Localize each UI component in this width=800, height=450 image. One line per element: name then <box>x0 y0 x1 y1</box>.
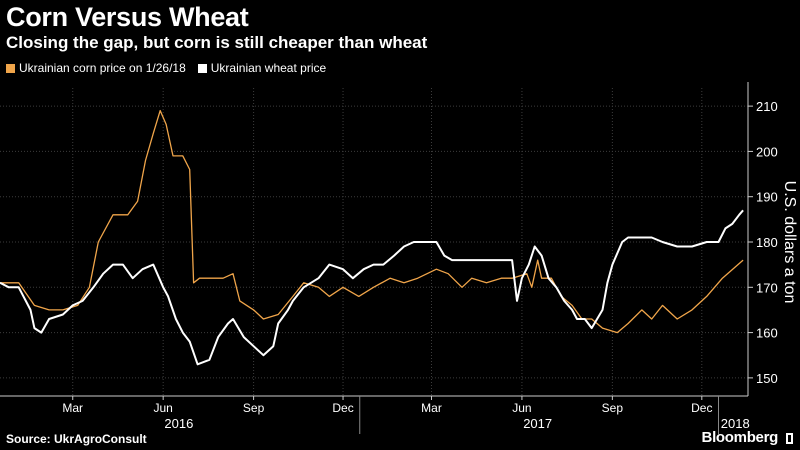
legend: Ukrainian corn price on 1/26/18 Ukrainia… <box>6 61 338 75</box>
chart-subtitle: Closing the gap, but corn is still cheap… <box>6 33 428 52</box>
series-line-corn <box>0 109 744 334</box>
x-year-label: 2016 <box>164 416 193 431</box>
x-tick-label: Sep <box>243 401 265 415</box>
y-tick-label: 190 <box>756 190 778 205</box>
source-note: Source: UkrAgroConsult <box>6 432 147 446</box>
y-tick-label: 180 <box>756 235 778 250</box>
x-tick-label: Sep <box>602 401 624 415</box>
y-tick-label: 200 <box>756 144 778 159</box>
x-tick-label: Jun <box>153 401 172 415</box>
legend-label-corn: Ukrainian corn price on 1/26/18 <box>19 61 186 75</box>
y-tick-label: 150 <box>756 371 778 386</box>
x-year-label: 2017 <box>523 416 552 431</box>
bloomberg-logo: Bloomberg <box>701 429 779 446</box>
legend-item-corn: Ukrainian corn price on 1/26/18 <box>6 61 186 75</box>
bloomberg-mark-icon <box>786 433 793 444</box>
x-year-label: 2018 <box>721 416 750 431</box>
legend-swatch-corn <box>6 63 15 73</box>
legend-item-wheat: Ukrainian wheat price <box>197 61 327 75</box>
x-tick-label: Mar <box>62 401 83 415</box>
y-tick-label: 160 <box>756 326 778 341</box>
y-axis-title: U.S. dollars a ton <box>781 181 798 304</box>
series-line-wheat <box>0 209 744 366</box>
y-tick-label: 170 <box>756 280 778 295</box>
chart-title: Corn Versus Wheat <box>6 2 249 32</box>
x-tick-label: Jun <box>512 401 531 415</box>
legend-label-wheat: Ukrainian wheat price <box>210 61 327 75</box>
x-tick-label: Dec <box>332 401 353 415</box>
x-tick-label: Dec <box>691 401 712 415</box>
y-tick-label: 210 <box>756 99 778 114</box>
x-tick-label: Mar <box>421 401 442 415</box>
legend-swatch-wheat <box>197 63 207 73</box>
